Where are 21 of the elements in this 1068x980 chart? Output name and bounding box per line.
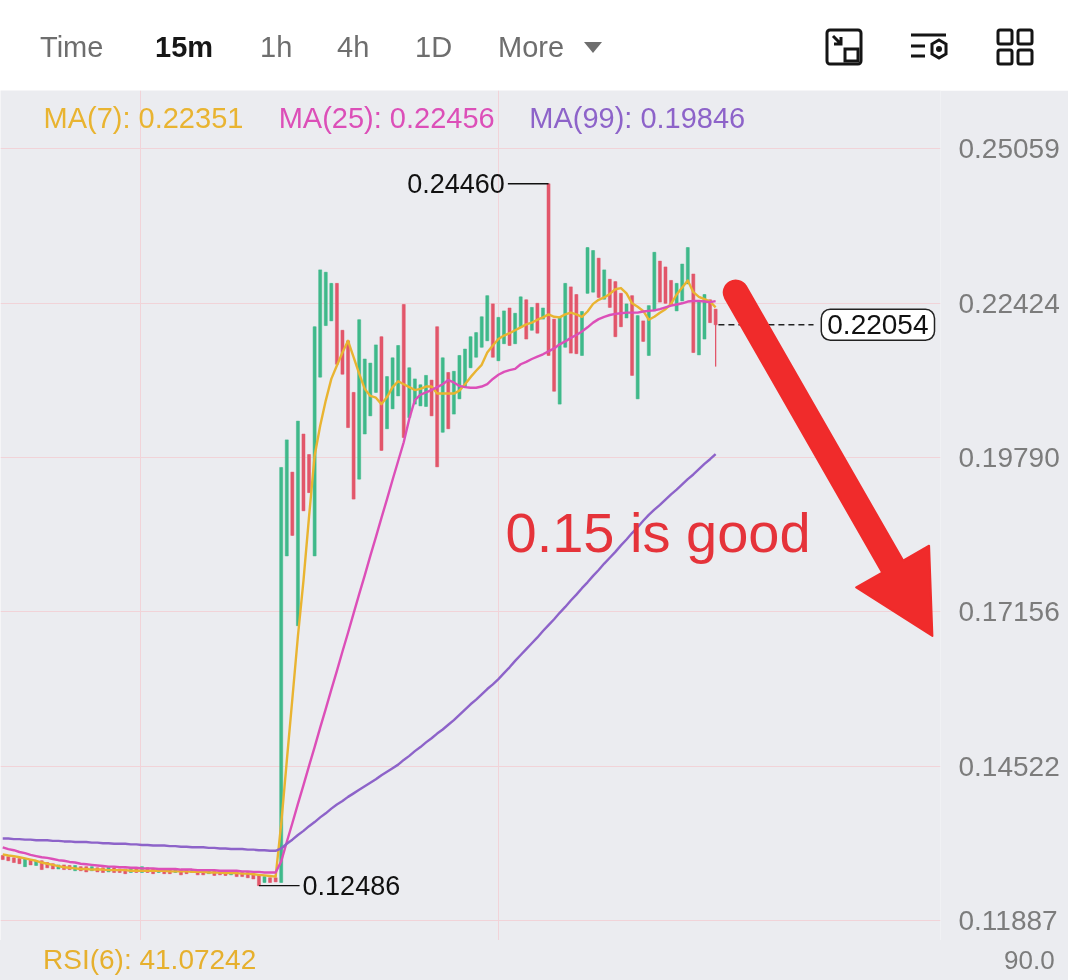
text: 4h bbox=[337, 30, 370, 64]
y-tick-label: 0.17156 bbox=[958, 596, 1060, 628]
text: RSI(6): 41.07242 bbox=[43, 944, 257, 976]
text: More bbox=[498, 30, 565, 64]
annotation: 0.12486 bbox=[302, 871, 401, 902]
text: MA(25): 0.22456 bbox=[278, 101, 495, 134]
annotation: 0.24460 bbox=[407, 169, 505, 200]
y-tick-label: 0.14522 bbox=[958, 750, 1060, 782]
text: MA(99): 0.19846 bbox=[529, 101, 746, 134]
y-tick-label: 0.25059 bbox=[958, 133, 1060, 165]
text: MA(7): 0.22351 bbox=[43, 101, 244, 134]
text: 1h bbox=[260, 30, 293, 64]
text: 90.0 bbox=[1004, 944, 1055, 976]
y-tick-label: 0.22424 bbox=[958, 287, 1060, 319]
text: 15m bbox=[155, 30, 214, 64]
ref-line-label: 0.22054 bbox=[827, 309, 929, 341]
text: 1D bbox=[415, 30, 453, 64]
y-tick-label: 0.11887 bbox=[958, 905, 1058, 937]
annotation: 0.15 is good bbox=[505, 501, 811, 564]
text: Time bbox=[40, 30, 104, 64]
y-tick-label: 0.19790 bbox=[958, 441, 1060, 473]
